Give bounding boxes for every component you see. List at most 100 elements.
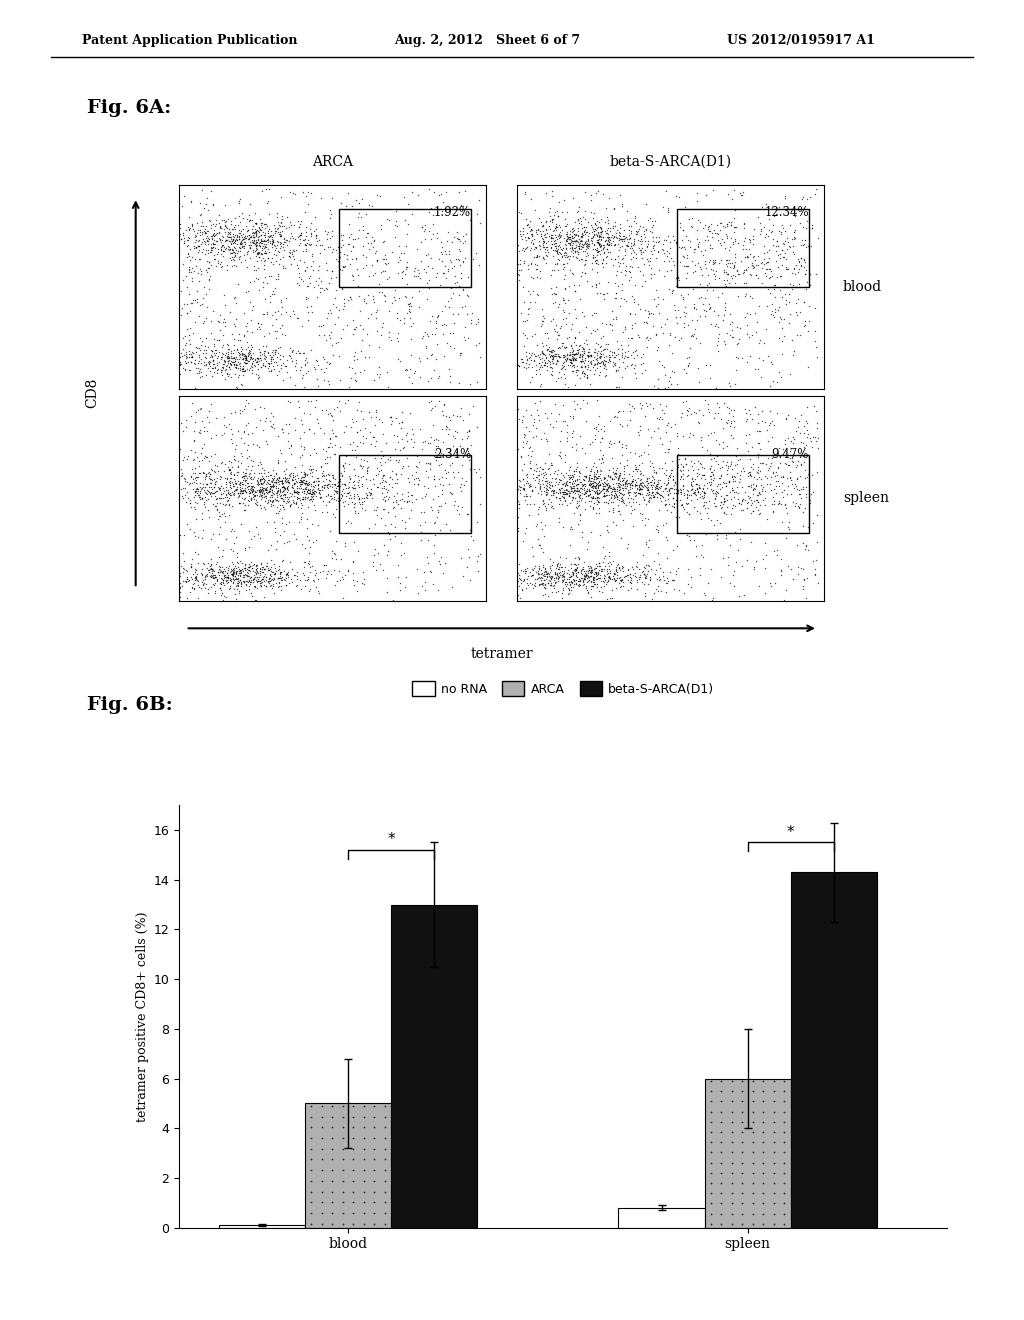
Point xyxy=(581,211,597,232)
Point xyxy=(193,397,209,418)
Point xyxy=(351,470,368,491)
Point xyxy=(581,479,597,500)
Point xyxy=(322,429,338,450)
Point xyxy=(294,470,310,491)
Point xyxy=(204,341,220,362)
Point xyxy=(585,475,601,496)
Point xyxy=(303,213,319,234)
Point xyxy=(222,569,239,590)
Point xyxy=(238,347,254,368)
Point xyxy=(627,354,643,375)
Point xyxy=(229,543,246,564)
Point xyxy=(674,403,690,424)
Point xyxy=(213,451,229,473)
Point xyxy=(650,576,667,597)
Point xyxy=(199,407,215,428)
Point xyxy=(222,467,239,488)
Point xyxy=(551,346,567,367)
Point xyxy=(581,557,597,578)
Point xyxy=(221,236,238,257)
Point xyxy=(436,313,453,334)
Point xyxy=(273,470,290,491)
Point xyxy=(301,418,317,440)
Point xyxy=(696,482,713,503)
Point xyxy=(239,242,255,263)
Point xyxy=(738,351,755,372)
Point xyxy=(271,471,288,492)
Point xyxy=(231,565,248,586)
Point xyxy=(206,469,222,490)
Point xyxy=(723,214,739,235)
Point xyxy=(229,574,246,595)
Point xyxy=(265,224,282,246)
Point xyxy=(342,433,358,454)
Point xyxy=(244,482,260,503)
Point xyxy=(438,268,455,289)
Point xyxy=(324,564,340,585)
Point xyxy=(525,494,542,515)
Point xyxy=(375,478,391,499)
Point xyxy=(284,477,300,498)
Point xyxy=(182,490,199,511)
Point xyxy=(301,529,317,550)
Point xyxy=(543,560,559,581)
Point xyxy=(228,243,245,264)
Point xyxy=(231,477,248,498)
Point xyxy=(631,323,647,345)
Point xyxy=(541,201,557,222)
Point xyxy=(592,234,608,255)
Point xyxy=(732,499,749,520)
Point xyxy=(559,289,575,310)
Point xyxy=(679,524,695,545)
Point xyxy=(565,408,582,429)
Point xyxy=(749,474,765,495)
Point xyxy=(301,265,317,286)
Point xyxy=(249,491,265,512)
Point xyxy=(304,246,321,267)
Point xyxy=(191,236,208,257)
Point xyxy=(710,286,726,308)
Point xyxy=(278,471,294,492)
Point xyxy=(330,306,346,327)
Point xyxy=(252,409,268,430)
Point xyxy=(750,484,766,506)
Point xyxy=(195,223,211,244)
Point xyxy=(583,576,599,597)
Point xyxy=(572,480,589,502)
Point xyxy=(221,363,238,384)
Point xyxy=(368,301,384,322)
Point xyxy=(289,562,305,583)
Point xyxy=(539,339,555,360)
Point xyxy=(675,478,691,499)
Point xyxy=(591,552,607,573)
Point xyxy=(244,557,260,578)
Point xyxy=(256,238,272,259)
Point xyxy=(264,479,281,500)
Point xyxy=(558,314,574,335)
Point xyxy=(319,484,336,506)
Point xyxy=(246,354,262,375)
Point xyxy=(233,374,250,395)
Point xyxy=(186,471,203,492)
Point xyxy=(561,572,578,593)
Point xyxy=(804,218,820,239)
Point xyxy=(740,486,757,507)
Point xyxy=(318,474,335,495)
Point xyxy=(604,479,621,500)
Point xyxy=(776,453,793,474)
Point xyxy=(810,438,826,459)
Point xyxy=(243,231,259,252)
Point xyxy=(716,502,732,523)
Point xyxy=(264,247,281,268)
Point xyxy=(666,487,682,508)
Point xyxy=(524,356,541,378)
Point xyxy=(587,573,603,594)
Point xyxy=(371,461,387,482)
Point xyxy=(243,490,259,511)
Point xyxy=(642,207,658,228)
Point xyxy=(563,519,580,540)
Point xyxy=(373,215,389,236)
Point xyxy=(556,338,572,359)
Point xyxy=(654,434,671,455)
Point xyxy=(387,214,403,235)
